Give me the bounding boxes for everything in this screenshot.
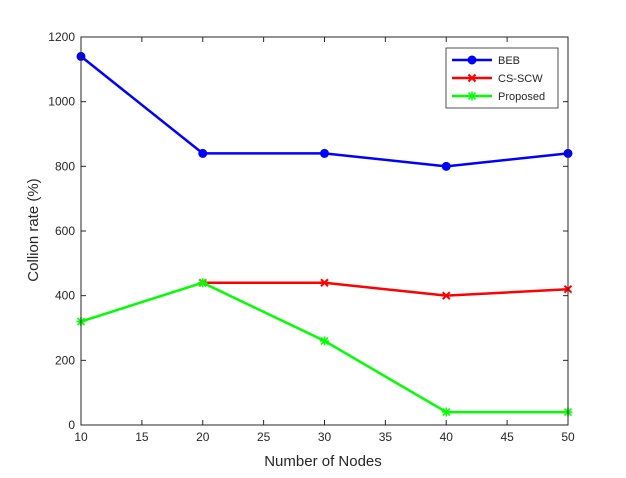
- x-tick-label: 45: [500, 430, 514, 444]
- legend-item-proposed: Proposed: [452, 91, 545, 103]
- y-axis-label: Collion rate (%): [25, 178, 42, 281]
- data-point-beb: [320, 148, 329, 158]
- marker-circle: [441, 161, 451, 171]
- legend-item-cs-scw: CS-SCW: [452, 73, 543, 85]
- series-line-cs-scw: [202, 281, 569, 297]
- marker-circle: [198, 148, 208, 158]
- series-layer: [76, 51, 573, 417]
- data-point-cs-scw: [442, 291, 451, 300]
- data-point-beb: [198, 148, 208, 158]
- y-tick-label: 600: [55, 224, 75, 238]
- x-tick-label: 20: [196, 430, 210, 444]
- legend-marker-cs-scw: [467, 73, 477, 83]
- y-tick-label: 0: [68, 418, 75, 432]
- y-tick-label: 1000: [48, 95, 75, 109]
- x-tick-label: 25: [257, 430, 271, 444]
- x-tick-label: 10: [74, 430, 88, 444]
- ticks-layer: 10 15 20 25 30 35 40 45 50 0 200 400 600 800 1000 1200: [48, 30, 575, 444]
- y-tick-label: 400: [55, 289, 75, 303]
- legend: BEB CS-SCW Proposed: [445, 47, 559, 109]
- marker-x-stroke: [467, 73, 477, 83]
- legend-marker-beb: [467, 55, 477, 65]
- x-tick-label: 30: [318, 430, 332, 444]
- marker-x-stroke: [442, 291, 451, 300]
- legend-label-cs-scw: CS-SCW: [498, 73, 543, 85]
- data-point-proposed: [320, 336, 329, 346]
- data-point-proposed: [441, 407, 451, 417]
- y-tick-label: 200: [55, 353, 75, 367]
- data-point-cs-scw: [320, 278, 329, 287]
- legend-item-beb: BEB: [452, 55, 520, 67]
- x-tick-label: 35: [379, 430, 393, 444]
- data-point-proposed: [198, 278, 208, 288]
- x-tick-label: 40: [440, 430, 454, 444]
- legend-marker-proposed: [467, 91, 477, 101]
- marker-x-stroke: [320, 278, 329, 287]
- data-point-beb: [441, 161, 451, 171]
- x-tick-label: 50: [561, 430, 575, 444]
- series-beb: [76, 51, 573, 171]
- y-tick-label: 1200: [48, 30, 75, 44]
- legend-label-proposed: Proposed: [498, 91, 545, 103]
- marker-circle: [320, 148, 329, 158]
- y-tick-label: 800: [55, 159, 75, 173]
- x-axis-label: Number of Nodes: [264, 453, 382, 470]
- legend-label-beb: BEB: [498, 55, 520, 67]
- x-tick-label: 15: [135, 430, 149, 444]
- marker-circle: [467, 55, 477, 65]
